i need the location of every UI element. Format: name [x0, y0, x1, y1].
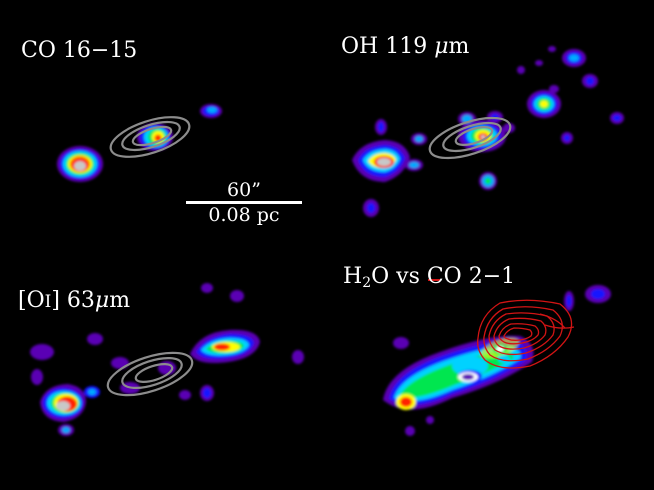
co-panel-label-text: CO 16−15: [21, 38, 138, 63]
oh-panel-label-m: m: [448, 34, 470, 59]
co-panel-label: CO 16−15: [21, 40, 137, 62]
oh-panel-label-mu: μ: [434, 34, 449, 59]
oi-gray-contours: [106, 351, 194, 397]
oh-gray-contours: [428, 116, 512, 160]
h2o-panel-label-rest: O vs CO 2−1: [371, 264, 516, 289]
oi-panel-label-open: [O: [18, 288, 45, 313]
h2o-red-contours: [477, 299, 575, 369]
co-gray-contours: [109, 116, 191, 158]
scale-bar-line: [186, 201, 302, 204]
h2o-panel-label-sub: 2: [362, 275, 372, 291]
scale-bar-physical: 0.08 pc: [208, 204, 280, 226]
oi-panel-label-roman: I: [44, 292, 52, 312]
h2o-panel-label: H2O vs CO 2−1: [343, 264, 516, 291]
oi-panel-label-close: ] 63: [51, 288, 95, 313]
h2o-panel-label-h: H: [343, 264, 363, 289]
oi-panel-label: [OI] 63μm: [18, 290, 130, 312]
scale-bar-angular: 60”: [227, 179, 261, 201]
oh-panel-label-prefix: OH 119: [341, 34, 428, 59]
oh-emission-map: [352, 46, 624, 217]
oi-panel-label-mu: μ: [94, 288, 110, 313]
oi-panel-label-m: m: [109, 288, 131, 313]
oh-panel-label: OH 119 μm: [341, 36, 469, 58]
scale-bar: 60” 0.08 pc: [186, 181, 302, 225]
